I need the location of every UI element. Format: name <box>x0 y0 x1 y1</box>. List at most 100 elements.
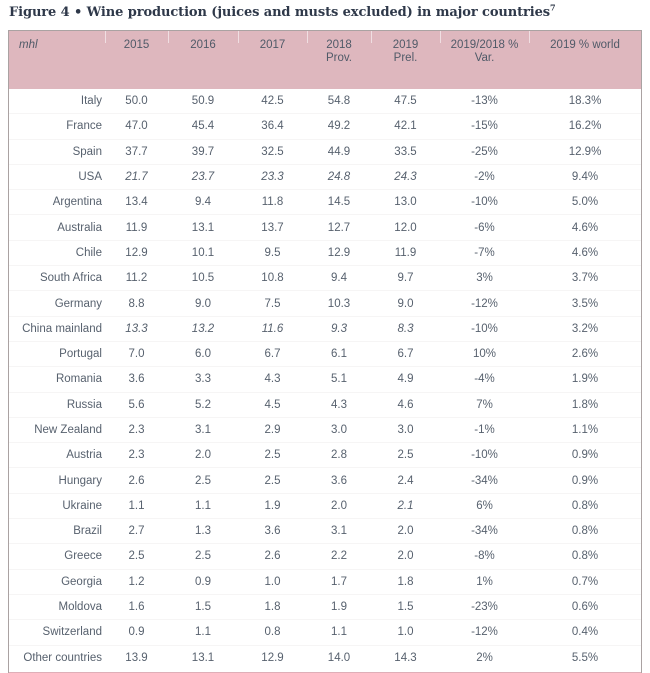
table-row: Austria 2.3 2.0 2.5 2.8 2.5 -10% 0.9% <box>9 442 641 469</box>
country-cell: Hungary <box>9 467 105 494</box>
value-cell-2019: 11.9 <box>371 240 440 267</box>
total-var-cell: -11% <box>440 669 529 673</box>
table-row: Romania 3.6 3.3 4.3 5.1 4.9 -4% 1.9% <box>9 366 641 393</box>
value-cell-2017: 23.3 <box>238 164 307 191</box>
value-cell-2015: 21.7 <box>105 164 168 191</box>
value-cell-2018: 2.0 <box>307 493 371 520</box>
title-footnote-mark: 7 <box>550 2 556 13</box>
table-header-row: mhl 2015 2016 2017 2018 <box>9 31 641 89</box>
value-cell-2018: 9.4 <box>307 265 371 292</box>
value-cell-2018: 54.8 <box>307 89 371 115</box>
world-cell: 5.5% <box>529 645 641 672</box>
value-cell-2015: 1.2 <box>105 569 168 595</box>
table-row: Portugal 7.0 6.0 6.7 6.1 6.7 10% 2.6% <box>9 341 641 368</box>
value-cell-2018: 2.8 <box>307 442 371 469</box>
var-cell: -6% <box>440 214 529 241</box>
total-value-2019: 260 <box>371 669 440 673</box>
figure-title-text: Figure 4 • Wine production (juices and m… <box>9 5 550 20</box>
country-cell: Chile <box>9 240 105 267</box>
var-cell: -34% <box>440 518 529 545</box>
column-header-2019-prel: 2019 Prel. <box>371 31 440 89</box>
value-cell-2019: 3.0 <box>371 417 440 444</box>
var-cell: 10% <box>440 341 529 368</box>
table-row: Hungary 2.6 2.5 2.5 3.6 2.4 -34% 0.9% <box>9 467 641 494</box>
value-cell-2015: 11.2 <box>105 265 168 292</box>
value-cell-2017: 4.3 <box>238 366 307 393</box>
world-cell: 2.6% <box>529 341 641 368</box>
value-cell-2015: 0.9 <box>105 619 168 646</box>
value-cell-2015: 13.4 <box>105 189 168 216</box>
value-cell-2019: 9.0 <box>371 290 440 317</box>
value-cell-2018: 44.9 <box>307 139 371 165</box>
value-cell-2016: 1.5 <box>168 594 238 621</box>
column-header-sublabel: Prel. <box>393 52 418 64</box>
column-header-world-share: 2019 % world <box>529 31 641 89</box>
value-cell-2015: 37.7 <box>105 139 168 165</box>
value-cell-2015: 1.6 <box>105 594 168 621</box>
value-cell-2019: 13.0 <box>371 189 440 216</box>
value-cell-2019: 8.3 <box>371 316 440 342</box>
value-cell-2017: 32.5 <box>238 139 307 165</box>
table-row: Argentina 13.4 9.4 11.8 14.5 13.0 -10% 5… <box>9 189 641 216</box>
total-value-2017: 248 <box>238 669 307 673</box>
wine-production-table: mhl 2015 2016 2017 2018 <box>9 31 641 673</box>
world-cell: 18.3% <box>529 89 641 115</box>
value-cell-2017: 0.8 <box>238 619 307 646</box>
wine-production-table-frame: mhl 2015 2016 2017 2018 <box>8 30 642 673</box>
var-cell: -12% <box>440 290 529 317</box>
column-header-2017: 2017 <box>238 31 307 89</box>
value-cell-2015: 13.3 <box>105 316 168 342</box>
table-row: China mainland 13.3 13.2 11.6 9.3 8.3 -1… <box>9 316 641 342</box>
country-cell: Switzerland <box>9 619 105 646</box>
country-cell: USA <box>9 164 105 191</box>
value-cell-2019: 2.1 <box>371 493 440 520</box>
value-cell-2016: 50.9 <box>168 89 238 115</box>
var-cell: 7% <box>440 392 529 418</box>
var-cell: 1% <box>440 569 529 595</box>
var-cell: -10% <box>440 442 529 469</box>
value-cell-2015: 2.7 <box>105 518 168 545</box>
var-cell: 6% <box>440 493 529 520</box>
world-cell: 1.8% <box>529 392 641 418</box>
value-cell-2015: 2.6 <box>105 467 168 494</box>
value-cell-2015: 7.0 <box>105 341 168 368</box>
table-row: Greece 2.5 2.5 2.6 2.2 2.0 -8% 0.8% <box>9 543 641 570</box>
column-header-variation: 2019/2018 % Var. <box>440 31 529 89</box>
world-cell: 9.4% <box>529 164 641 191</box>
column-header-year: 2015 <box>123 39 150 51</box>
var-cell: -2% <box>440 164 529 191</box>
table-row: Brazil 2.7 1.3 3.6 3.1 2.0 -34% 0.8% <box>9 518 641 545</box>
value-cell-2017: 10.8 <box>238 265 307 292</box>
value-cell-2016: 0.9 <box>168 569 238 595</box>
value-cell-2018: 12.9 <box>307 240 371 267</box>
world-total-row: World total 275 269 248 294 260 -11% 100… <box>9 669 641 673</box>
country-cell: Moldova <box>9 594 105 621</box>
total-value-2016: 269 <box>168 669 238 673</box>
value-cell-2018: 9.3 <box>307 316 371 342</box>
value-cell-2017: 6.7 <box>238 341 307 368</box>
var-cell: 3% <box>440 265 529 292</box>
column-header-year: 2016 <box>190 39 216 51</box>
country-cell: South Africa <box>9 265 105 292</box>
world-cell: 0.8% <box>529 543 641 570</box>
value-cell-2016: 3.1 <box>168 417 238 444</box>
table-row: South Africa 11.2 10.5 10.8 9.4 9.7 3% 3… <box>9 265 641 292</box>
value-cell-2017: 11.6 <box>238 316 307 342</box>
world-cell: 3.5% <box>529 290 641 317</box>
world-cell: 1.1% <box>529 417 641 444</box>
world-cell: 5.0% <box>529 189 641 216</box>
column-header-year: 2018 <box>326 39 352 51</box>
country-cell: China mainland <box>9 316 105 342</box>
value-cell-2017: 13.7 <box>238 214 307 241</box>
column-header-year: 2019/2018 % Var. <box>450 39 519 64</box>
value-cell-2018: 12.7 <box>307 214 371 241</box>
world-cell: 1.9% <box>529 366 641 393</box>
world-cell: 3.7% <box>529 265 641 292</box>
value-cell-2015: 3.6 <box>105 366 168 393</box>
value-cell-2016: 2.0 <box>168 442 238 469</box>
country-cell: Italy <box>9 89 105 115</box>
country-cell: Georgia <box>9 569 105 595</box>
value-cell-2015: 2.3 <box>105 417 168 444</box>
table-row: Georgia 1.2 0.9 1.0 1.7 1.8 1% 0.7% <box>9 569 641 595</box>
